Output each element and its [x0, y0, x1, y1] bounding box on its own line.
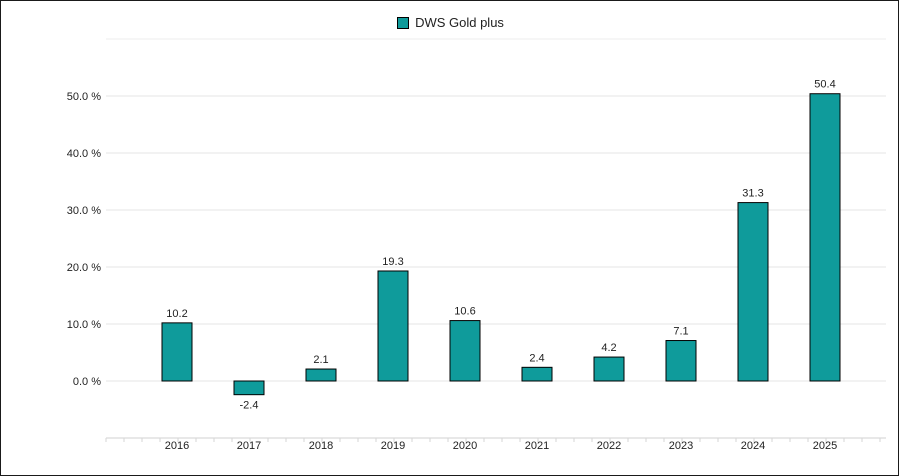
y-tick-label: 0.0 %: [73, 376, 101, 388]
bar: [449, 320, 481, 382]
legend-label: DWS Gold plus: [415, 15, 504, 30]
data-label: 19.3: [382, 256, 403, 268]
data-label: 31.3: [742, 188, 763, 200]
y-tick-label: 20.0 %: [67, 262, 101, 274]
bar: [809, 93, 841, 382]
y-tick-label: 30.0 %: [67, 205, 101, 217]
bar: [593, 356, 625, 382]
x-tick-label: 2022: [597, 440, 621, 452]
bar: [521, 366, 553, 382]
data-label: 10.2: [166, 308, 187, 320]
x-tick-label: 2025: [813, 440, 837, 452]
x-tick-label: 2023: [669, 440, 693, 452]
bar: [665, 340, 697, 382]
data-label: 50.4: [814, 79, 835, 91]
data-label: 4.2: [601, 342, 616, 354]
bar: [305, 368, 337, 382]
chart-legend: DWS Gold plus: [1, 15, 899, 30]
x-tick-label: 2018: [309, 440, 333, 452]
y-tick-label: 10.0 %: [67, 319, 101, 331]
y-tick-label: 40.0 %: [67, 148, 101, 160]
x-tick-label: 2017: [237, 440, 261, 452]
bar: [377, 270, 409, 382]
x-tick-label: 2024: [741, 440, 765, 452]
x-tick-label: 2019: [381, 440, 405, 452]
y-tick-label: 50.0 %: [67, 91, 101, 103]
legend-swatch: [397, 16, 410, 29]
bar: [737, 202, 769, 382]
data-label: -2.4: [240, 400, 259, 412]
bar: [161, 322, 193, 382]
data-label: 7.1: [673, 326, 688, 338]
data-label: 2.4: [529, 352, 544, 364]
x-tick-label: 2016: [165, 440, 189, 452]
x-tick-label: 2021: [525, 440, 549, 452]
data-label: 10.6: [454, 306, 475, 318]
x-tick-label: 2020: [453, 440, 477, 452]
data-label: 2.1: [313, 354, 328, 366]
bar: [233, 380, 265, 396]
